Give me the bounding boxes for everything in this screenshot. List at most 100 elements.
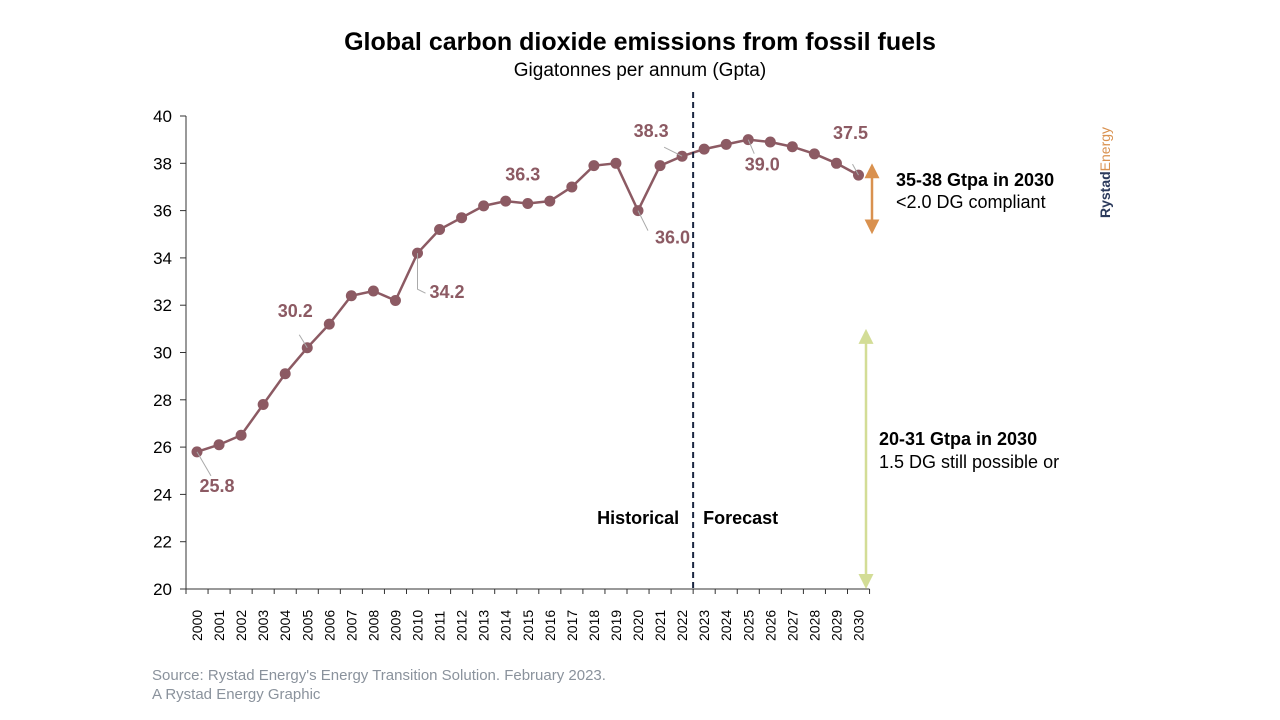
data-label-leader: [663, 146, 683, 157]
data-label-leader: [852, 163, 859, 176]
y-tick-label: 28: [153, 391, 172, 410]
x-tick-label: 2005: [299, 610, 315, 641]
source-line-2: A Rystad Energy Graphic: [152, 686, 321, 703]
y-tick-label: 22: [153, 533, 172, 552]
data-point: [522, 198, 534, 210]
x-tick-label: 2029: [828, 610, 844, 641]
x-tick-label: 2015: [520, 610, 536, 641]
data-point: [610, 157, 622, 169]
x-tick-label: 2028: [806, 610, 822, 641]
y-tick-label: 34: [153, 249, 172, 268]
data-label: 25.8: [199, 476, 234, 496]
data-point: [345, 290, 357, 302]
data-point: [698, 143, 710, 155]
x-tick-label: 2018: [586, 610, 602, 641]
x-tick-label: 2007: [343, 610, 359, 641]
data-point: [434, 224, 446, 236]
historical-label: Historical: [597, 508, 679, 528]
source-line-1: Source: Rystad Energy's Energy Transitio…: [152, 667, 606, 684]
x-tick-label: 2019: [608, 610, 624, 641]
data-label: 39.0: [745, 155, 780, 175]
x-tick-label: 2021: [652, 610, 668, 641]
y-tick-label: 32: [153, 296, 172, 315]
data-label-leader: [637, 210, 649, 231]
data-label-leader: [298, 334, 308, 349]
data-point: [654, 160, 666, 172]
data-point: [279, 368, 291, 380]
data-label: 30.2: [278, 301, 313, 321]
data-label-leader: [196, 451, 212, 477]
x-tick-label: 2009: [387, 610, 403, 641]
x-tick-label: 2011: [432, 611, 448, 641]
data-point: [213, 439, 225, 451]
data-point: [257, 399, 269, 411]
y-tick-label: 20: [153, 580, 172, 599]
x-tick-label: 2012: [454, 610, 470, 641]
data-label: 34.2: [430, 282, 465, 302]
data-point: [323, 318, 335, 330]
data-label: 36.3: [505, 165, 540, 185]
data-point: [764, 136, 776, 148]
data-label-leader: [747, 139, 755, 154]
data-point: [235, 429, 247, 441]
brand-logo: RystadEnergy: [1097, 127, 1113, 218]
x-tick-label: 2026: [762, 610, 778, 641]
data-label: 36.0: [655, 228, 690, 248]
source-note: Source: Rystad Energy's Energy Transitio…: [152, 666, 606, 704]
chart-subtitle: Gigatonnes per annum (Gpta): [513, 60, 767, 81]
x-tick-label: 2024: [718, 610, 734, 641]
x-tick-label: 2025: [740, 610, 756, 641]
data-point: [367, 285, 379, 297]
range-desc: <2.0 DG compliant: [896, 192, 1046, 212]
y-tick-label: 36: [153, 202, 172, 221]
data-label: 38.3: [634, 121, 669, 141]
data-point: [456, 212, 468, 224]
x-tick-label: 2016: [542, 610, 558, 641]
x-tick-label: 2022: [674, 610, 690, 641]
x-tick-label: 2008: [365, 610, 381, 641]
x-tick-label: 2002: [233, 610, 249, 641]
data-point: [544, 195, 556, 207]
x-tick-label: 2030: [851, 610, 867, 641]
y-tick-label: 26: [153, 438, 172, 457]
data-point: [830, 157, 842, 169]
range-title: 20-31 Gtpa in 2030: [879, 429, 1037, 449]
x-tick-label: 2023: [696, 610, 712, 641]
data-point: [720, 138, 732, 150]
x-tick-label: 2027: [784, 610, 800, 641]
data-point: [588, 160, 600, 172]
x-tick-label: 2001: [211, 610, 227, 641]
data-point: [786, 141, 798, 153]
x-tick-label: 2020: [630, 610, 646, 641]
series-line: [196, 138, 860, 454]
brand-part1: Rystad: [1097, 171, 1113, 218]
data-label-leader: [417, 253, 426, 294]
x-tick-label: 2003: [255, 610, 271, 641]
data-point: [566, 181, 578, 193]
data-point: [808, 148, 820, 160]
data-label: 37.5: [833, 123, 868, 143]
y-tick-label: 24: [153, 485, 172, 504]
x-tick-label: 2006: [321, 610, 337, 641]
x-tick-label: 2013: [476, 610, 492, 641]
range-desc: 1.5 DG still possible or: [879, 452, 1059, 472]
chart-title: Global carbon dioxide emissions from fos…: [344, 28, 936, 56]
data-point: [478, 200, 490, 212]
brand-part2: Energy: [1097, 126, 1113, 172]
x-tick-label: 2000: [189, 610, 205, 641]
x-tick-label: 2017: [564, 610, 580, 641]
y-tick-label: 40: [153, 107, 172, 126]
x-tick-label: 2010: [410, 610, 426, 641]
data-point: [500, 195, 512, 207]
y-tick-label: 30: [153, 344, 172, 363]
data-point: [389, 294, 401, 306]
x-tick-label: 2004: [277, 610, 293, 641]
forecast-label: Forecast: [703, 508, 778, 528]
y-tick-label: 38: [153, 154, 172, 173]
x-tick-label: 2014: [498, 610, 514, 641]
annotations: 25.8 30.2 34.2 36.3 36.0 38.3 39.0 37.5 Historic…: [196, 92, 1059, 589]
data-point: [412, 247, 423, 259]
range-title: 35-38 Gtpa in 2030: [896, 170, 1054, 190]
